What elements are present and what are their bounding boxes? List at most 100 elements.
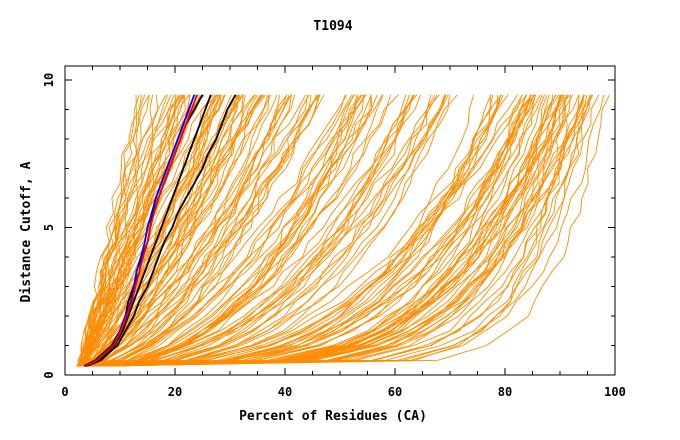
background-curve [82,94,325,367]
highlight-curves [83,94,237,367]
background-curve [88,94,499,367]
background-curve [91,94,535,367]
background-curve [87,94,270,367]
y-axis: 0 5 10 [42,73,615,379]
background-curve [80,94,191,367]
background-curve [103,94,528,367]
background-curve [94,94,543,367]
background-curve [78,94,292,367]
background-curve [78,94,176,367]
background-curve [78,94,225,367]
background-curve [102,94,568,367]
background-curve [79,94,318,367]
background-curve [97,94,580,367]
background-curve [85,94,502,367]
background-curve [103,94,536,367]
x-tick-label: 40 [278,385,292,399]
background-curve [89,94,436,367]
background-curve [86,94,532,367]
x-tick-label: 80 [498,385,512,399]
background-curve [85,94,269,367]
x-axis: 0 20 40 60 80 100 [61,66,626,399]
background-curve [82,94,414,367]
background-curve [100,94,600,367]
background-curve [80,94,217,367]
background-curve [94,94,367,367]
background-curve [77,94,238,367]
background-curve [102,94,591,367]
background-curve [80,94,536,367]
background-curve [93,94,312,367]
background-curve [108,94,571,367]
highlight-curve [86,94,237,367]
background-curve [101,94,348,367]
background-curve [80,94,591,367]
background-curve [105,94,450,367]
background-curve [105,94,432,367]
chart-title: T1094 [313,19,352,34]
plot-frame [64,65,616,376]
background-curve [78,94,214,367]
background-curve [99,94,610,367]
background-curve [82,94,185,367]
background-curve [82,94,354,367]
background-curve [89,94,458,367]
background-curve [83,94,372,367]
background-curve [75,94,449,367]
x-tick-label: 20 [168,385,182,399]
background-curve [87,94,416,367]
background-curve [77,94,167,367]
background-curve [104,94,574,367]
x-axis-label: Percent of Residues (CA) [239,409,427,424]
background-curve [89,94,557,367]
background-curve [83,94,533,367]
background-curve [95,94,346,367]
background-curve [91,94,475,367]
background-curve [93,94,384,367]
background-curves [75,94,610,367]
highlight-curve [85,94,198,367]
background-curve [80,94,175,367]
background-curve [108,94,440,367]
background-curve [81,94,363,367]
y-axis-label: Distance Cutoff, A [19,161,34,302]
background-curve [81,94,261,367]
background-curve [79,94,527,367]
background-curve [97,94,504,367]
background-curve [80,94,222,367]
background-curve [90,94,541,367]
background-curve [80,94,319,367]
y-tick-label: 0 [42,371,56,378]
background-curve [78,94,240,367]
x-tick-label: 0 [61,385,68,399]
y-tick-label: 5 [42,224,56,231]
x-tick-label: 60 [388,385,402,399]
background-curve [99,94,509,367]
background-curve [111,94,548,367]
background-curve [104,94,447,367]
background-curve [84,94,263,367]
background-curve [99,94,594,367]
y-tick-label: 10 [42,73,56,87]
background-curve [79,94,554,367]
background-curve [88,94,292,367]
x-tick-label: 100 [604,385,626,399]
highlight-curve [85,94,212,367]
background-curve [105,94,446,367]
background-curve [82,94,605,367]
background-curve [82,94,137,367]
background-curve [82,94,359,367]
background-curve [86,94,244,367]
background-curve [85,94,353,367]
background-curve [91,94,392,367]
background-curve [78,94,524,367]
background-curve [90,94,281,367]
background-curve [92,94,373,367]
background-curve [91,94,563,367]
background-curve [86,94,226,367]
highlight-curve [85,94,196,367]
background-curve [98,94,407,367]
background-curve [86,94,519,367]
background-curve [86,94,290,367]
